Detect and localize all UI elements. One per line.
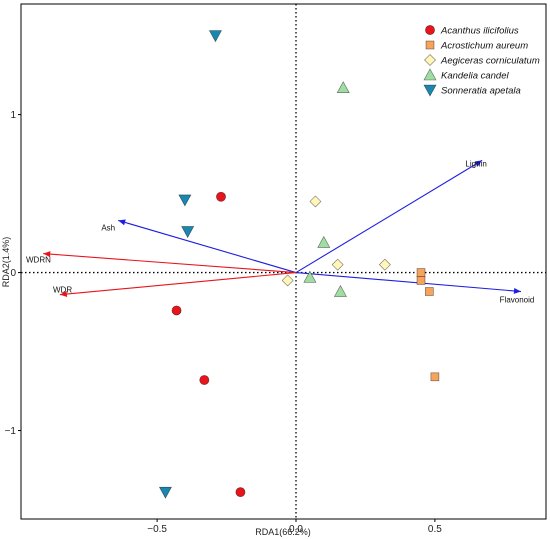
legend-label: Acrostichum aureum bbox=[440, 41, 528, 52]
data-point bbox=[281, 274, 294, 287]
plot-panel bbox=[20, 3, 547, 520]
x-tick-label: 0.5 bbox=[428, 524, 442, 535]
vector-label-lignin: Lignin bbox=[465, 159, 486, 168]
data-point bbox=[416, 268, 426, 277]
site-points bbox=[158, 30, 440, 499]
y-axis-title: RDA2(1.4%) bbox=[1, 237, 11, 288]
vector-label-ash: Ash bbox=[101, 223, 115, 232]
biplot-vectors: Lignin Ash Flavonoid WDRN WDR bbox=[26, 159, 534, 304]
data-point bbox=[199, 375, 210, 385]
data-point bbox=[171, 305, 182, 316]
legend-marker bbox=[423, 68, 437, 81]
x-tick-label: −0.5 bbox=[147, 524, 167, 535]
vector-arrowhead-ash bbox=[118, 219, 126, 226]
data-point bbox=[303, 270, 317, 283]
legend-marker bbox=[425, 40, 435, 50]
data-point bbox=[333, 284, 347, 297]
legend-marker bbox=[425, 25, 435, 35]
vector-label-wdr: WDR bbox=[53, 286, 72, 295]
x-axis-title: RDA1(66.2%) bbox=[255, 527, 311, 537]
legend-label: Sonneratia apetala bbox=[441, 86, 521, 97]
vector-arrowhead-wdrn bbox=[43, 251, 51, 258]
x-tick-label: 0.0 bbox=[289, 524, 303, 535]
data-point bbox=[208, 30, 222, 43]
vector-line-ash bbox=[118, 219, 297, 274]
vector-label-wdrn: WDRN bbox=[26, 256, 51, 265]
vector-arrowhead-wdr bbox=[59, 291, 68, 298]
legend-label: Kandelia candel bbox=[441, 71, 509, 82]
reference-lines bbox=[21, 4, 546, 519]
data-point bbox=[416, 276, 426, 285]
vector-arrowhead-lignin bbox=[474, 160, 483, 167]
data-point bbox=[336, 81, 350, 94]
data-point bbox=[425, 287, 434, 296]
data-point bbox=[317, 235, 331, 248]
y-tick-label: 1 bbox=[10, 110, 16, 121]
legend: Acanthus ilicifolius Acrostichum aureum Ae… bbox=[423, 25, 540, 97]
axis-ticks: −0.5 0.0 0.5 −1 0 1 bbox=[5, 110, 443, 535]
y-tick-label: −1 bbox=[5, 426, 17, 437]
data-point bbox=[158, 486, 172, 499]
data-point bbox=[309, 195, 322, 208]
vector-line-lignin bbox=[295, 159, 483, 274]
vector-line-flavonoid bbox=[295, 272, 522, 293]
data-point bbox=[378, 258, 391, 271]
vector-line-wdrn bbox=[43, 253, 297, 274]
data-point bbox=[216, 191, 226, 202]
legend-label: Acanthus ilicifolius bbox=[440, 26, 519, 37]
data-point bbox=[235, 487, 246, 498]
vector-arrowhead-flavonoid bbox=[513, 287, 521, 294]
data-point bbox=[178, 194, 192, 207]
data-point bbox=[181, 226, 195, 239]
data-point bbox=[331, 258, 344, 271]
legend-marker bbox=[424, 54, 436, 66]
data-point bbox=[430, 372, 440, 382]
y-tick-label: 0 bbox=[10, 268, 16, 279]
vector-line-wdr bbox=[59, 272, 297, 296]
legend-marker bbox=[423, 84, 437, 97]
vector-label-flavonoid: Flavonoid bbox=[500, 296, 535, 305]
legend-label: Aegiceras corniculatum bbox=[440, 56, 540, 67]
